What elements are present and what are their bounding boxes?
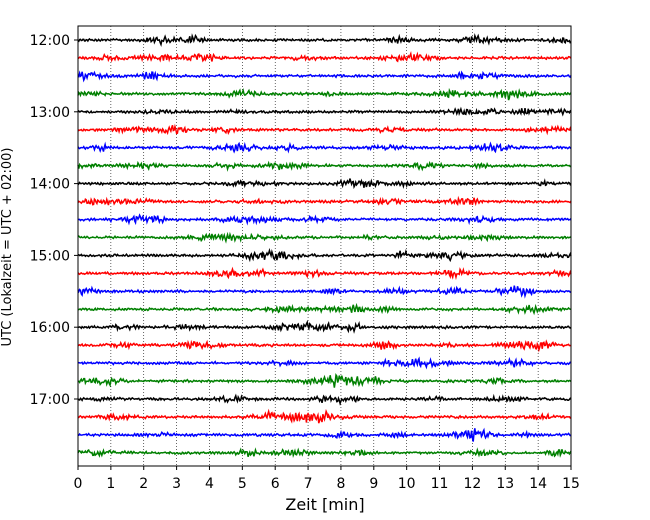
trace-1615 [77,339,572,353]
x-tick-label: 4 [205,476,214,492]
trace-1515 [77,266,572,281]
trace-1500 [77,247,572,263]
y-tick-label: 17:00 [30,392,70,408]
trace-1715 [77,408,572,424]
trace-1600 [77,319,572,334]
traces [77,32,572,459]
trace-1315 [77,123,572,136]
axis-ticks: 0 1 2 3 4 5 6 7 8 9 10 11 12 13 14 1512:0013:0014:0015:… [30,33,580,492]
x-tick-label: 3 [172,476,181,492]
x-tick-label: 11 [431,476,449,492]
trace-1730 [77,427,572,442]
trace-1215 [77,50,572,63]
x-tick-label: 5 [238,476,247,492]
plot-frame [77,25,572,467]
y-tick-label: 15:00 [30,248,70,264]
x-tick-label: 9 [369,476,378,492]
x-axis-label: Zeit [min] [285,495,364,514]
trace-1400 [77,178,572,190]
y-tick-label: 14:00 [30,177,70,193]
x-tick-label: 8 [336,476,345,492]
y-tick-label: 16:00 [30,320,70,336]
trace-1245 [77,87,572,101]
x-tick-label: 6 [271,476,280,492]
trace-1445 [77,231,572,244]
x-tick-label: 1 [106,476,115,492]
trace-1745 [77,447,572,459]
x-tick-label: 15 [562,476,580,492]
y-tick-label: 13:00 [30,105,70,121]
y-tick-label: 12:00 [30,33,70,49]
trace-1700 [77,393,572,406]
trace-1630 [77,356,572,370]
x-tick-label: 13 [496,476,514,492]
trace-1345 [77,160,572,172]
x-tick-label: 0 [74,476,83,492]
y-axis-label: UTC (Lokalzeit = UTC + 02:00) [0,148,15,347]
trace-1430 [77,213,572,226]
trace-1200 [77,32,572,48]
trace-1530 [77,285,572,299]
x-tick-label: 7 [304,476,313,492]
trace-1230 [77,70,572,83]
x-tick-label: 10 [398,476,416,492]
grid-lines [110,26,539,466]
trace-1415 [77,195,572,207]
trace-1545 [77,302,572,316]
x-tick-label: 12 [463,476,481,492]
trace-1645 [77,373,572,388]
trace-1300 [77,106,572,117]
trace-1330 [77,141,572,154]
x-tick-label: 2 [139,476,148,492]
x-tick-label: 14 [529,476,547,492]
